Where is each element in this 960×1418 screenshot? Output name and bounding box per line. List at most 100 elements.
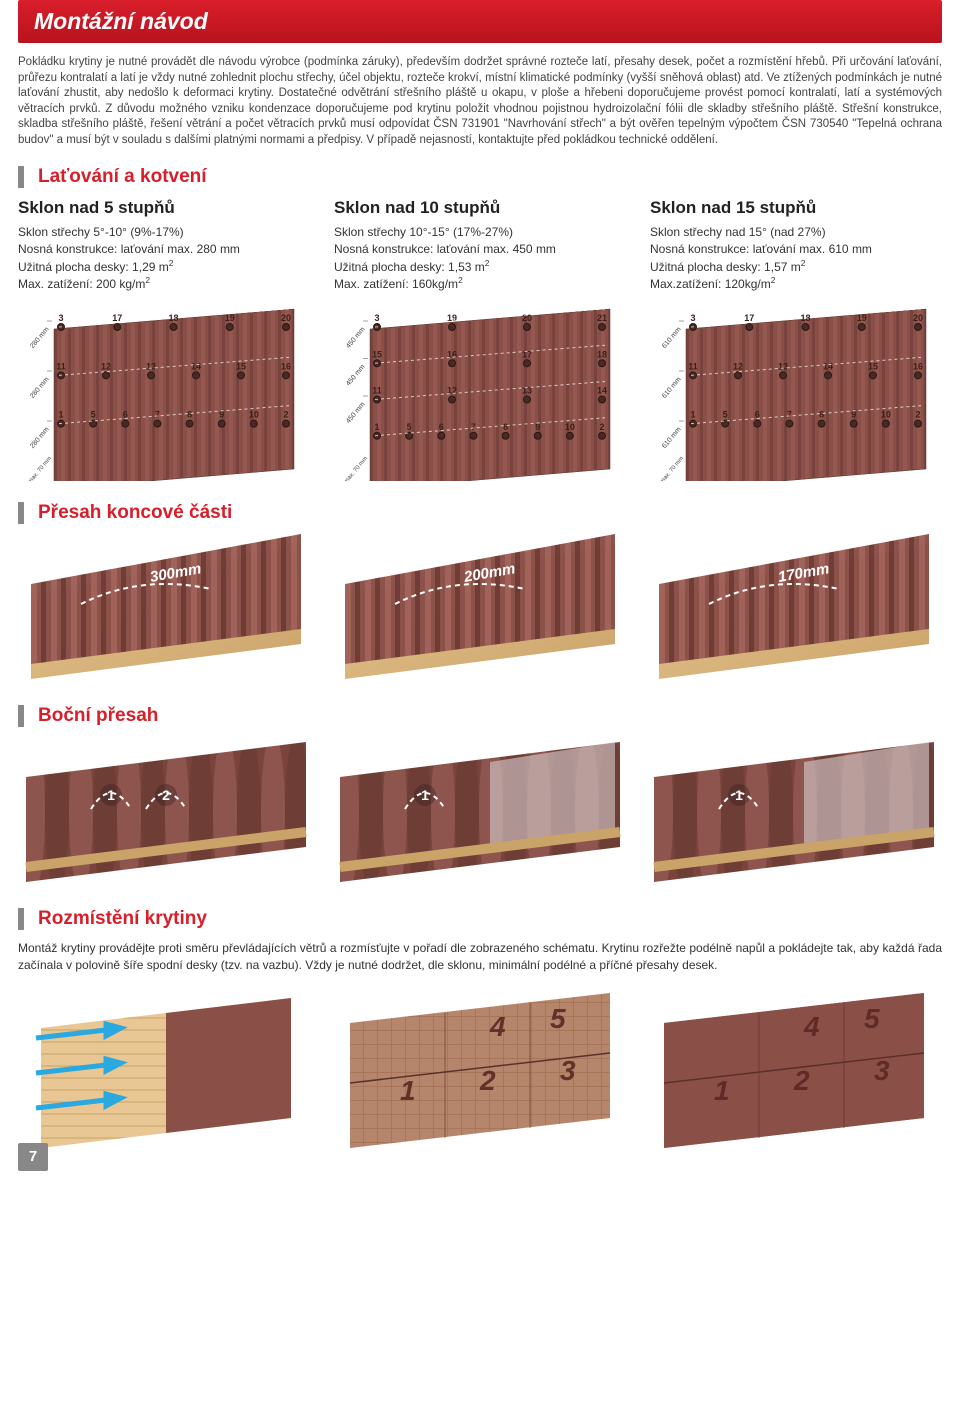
section-heading-lathing: Laťování a kotvení — [18, 166, 942, 188]
svg-text:13: 13 — [146, 362, 156, 372]
svg-text:3: 3 — [374, 313, 379, 323]
svg-text:15: 15 — [236, 362, 246, 372]
slope-column: Sklon nad 5 stupňů Sklon střechy 5°-10° … — [18, 198, 310, 486]
svg-text:3: 3 — [58, 313, 63, 323]
svg-text:610 mm: 610 mm — [661, 376, 683, 400]
svg-text:10: 10 — [249, 410, 259, 420]
svg-text:280 mm: 280 mm — [29, 426, 51, 450]
svg-text:12: 12 — [101, 362, 111, 372]
svg-text:5: 5 — [864, 1003, 880, 1034]
svg-text:2: 2 — [162, 787, 170, 803]
svg-text:14: 14 — [597, 386, 607, 396]
svg-text:1: 1 — [714, 1075, 730, 1106]
svg-text:7: 7 — [155, 410, 160, 420]
svg-text:21: 21 — [597, 313, 607, 323]
svg-text:14: 14 — [191, 362, 201, 372]
svg-text:11: 11 — [56, 362, 66, 372]
layout-wind-diagram — [18, 988, 314, 1148]
svg-text:280 mm: 280 mm — [29, 376, 51, 400]
svg-text:4: 4 — [803, 1011, 820, 1042]
slope-title: Sklon nad 5 stupňů — [18, 198, 310, 218]
svg-text:16: 16 — [281, 362, 291, 372]
svg-text:8: 8 — [187, 410, 192, 420]
svg-text:5: 5 — [91, 410, 96, 420]
side-overlap-diagram: 12 — [18, 737, 314, 887]
svg-text:1: 1 — [735, 787, 743, 803]
svg-text:15: 15 — [372, 350, 382, 360]
svg-text:1: 1 — [374, 422, 379, 432]
svg-text:16: 16 — [913, 362, 923, 372]
roof-batten-diagram: 280 mm280 mm280 mmmax. 70 mm317181920111… — [18, 301, 310, 481]
page-title: Montážní návod — [34, 8, 926, 35]
end-overhang-images: 300mm 200mm 170mm — [18, 534, 942, 689]
svg-text:15: 15 — [868, 362, 878, 372]
svg-text:450 mm: 450 mm — [345, 326, 367, 350]
layout-text: Montáž krytiny provádějte proti směru př… — [18, 940, 942, 974]
svg-text:5: 5 — [550, 1003, 566, 1034]
section-heading-side-overlap: Boční přesah — [18, 705, 942, 727]
slope-column: Sklon nad 10 stupňů Sklon střechy 10°-15… — [334, 198, 626, 486]
svg-text:4: 4 — [489, 1011, 506, 1042]
page-title-bar: Montážní návod — [18, 0, 942, 43]
svg-text:1: 1 — [421, 787, 429, 803]
svg-text:8: 8 — [503, 422, 508, 432]
svg-text:5: 5 — [723, 410, 728, 420]
svg-text:2: 2 — [283, 410, 288, 420]
section-heading-layout: Rozmístění krytiny — [18, 908, 942, 930]
slope-column: Sklon nad 15 stupňů Sklon střechy nad 15… — [650, 198, 942, 486]
svg-text:450 mm: 450 mm — [345, 364, 367, 388]
layout-sequence-diagram: 4 5 1 2 3 — [646, 988, 942, 1148]
slope-specs: Sklon střechy 10°-15° (17%-27%)Nosná kon… — [334, 224, 626, 293]
slope-columns: Sklon nad 5 stupňů Sklon střechy 5°-10° … — [18, 198, 942, 486]
svg-text:14: 14 — [823, 362, 833, 372]
slope-title: Sklon nad 15 stupňů — [650, 198, 942, 218]
svg-text:max. 70 mm: max. 70 mm — [659, 456, 685, 481]
svg-text:19: 19 — [225, 313, 235, 323]
end-overhang-diagram: 300mm — [18, 534, 314, 684]
svg-text:8: 8 — [819, 410, 824, 420]
svg-text:2: 2 — [599, 422, 604, 432]
svg-text:max. 70 mm: max. 70 mm — [343, 456, 369, 481]
svg-text:7: 7 — [787, 410, 792, 420]
svg-text:2: 2 — [915, 410, 920, 420]
end-overhang-diagram: 170mm — [646, 534, 942, 684]
layout-sequence-diagram: 4 5 1 2 3 — [332, 988, 628, 1148]
svg-text:610 mm: 610 mm — [661, 426, 683, 450]
intro-paragraph: Pokládku krytiny je nutné provádět dle n… — [18, 55, 942, 148]
layout-images: 4 5 1 2 3 4 5 1 2 3 — [18, 988, 942, 1153]
svg-text:max. 70 mm: max. 70 mm — [27, 456, 53, 481]
svg-text:13: 13 — [778, 362, 788, 372]
svg-text:1: 1 — [690, 410, 695, 420]
svg-text:3: 3 — [560, 1055, 576, 1086]
svg-text:1: 1 — [58, 410, 63, 420]
slope-specs: Sklon střechy nad 15° (nad 27%)Nosná kon… — [650, 224, 942, 293]
section-heading-end-overhang: Přesah koncové části — [18, 502, 942, 524]
svg-text:1: 1 — [400, 1075, 416, 1106]
svg-text:2: 2 — [793, 1065, 810, 1096]
side-overlap-diagram: 1 — [646, 737, 942, 887]
svg-text:10: 10 — [565, 422, 575, 432]
svg-text:11: 11 — [372, 386, 382, 396]
svg-text:17: 17 — [744, 313, 754, 323]
svg-text:12: 12 — [733, 362, 743, 372]
svg-text:5: 5 — [407, 422, 412, 432]
roof-batten-diagram: 610 mm610 mm610 mmmax. 70 mm317181920111… — [650, 301, 942, 481]
svg-text:7: 7 — [471, 422, 476, 432]
svg-text:20: 20 — [281, 313, 291, 323]
svg-text:19: 19 — [857, 313, 867, 323]
svg-text:280 mm: 280 mm — [29, 326, 51, 350]
svg-text:11: 11 — [688, 362, 698, 372]
slope-title: Sklon nad 10 stupňů — [334, 198, 626, 218]
svg-text:2: 2 — [479, 1065, 496, 1096]
svg-text:10: 10 — [881, 410, 891, 420]
svg-text:3: 3 — [874, 1055, 890, 1086]
roof-batten-diagram: 450 mm450 mm450 mmmax. 70 mm319202115161… — [334, 301, 626, 481]
page-number: 7 — [18, 1143, 48, 1171]
end-overhang-diagram: 200mm — [332, 534, 628, 684]
side-overlap-images: 12 1 1 — [18, 737, 942, 892]
svg-text:20: 20 — [913, 313, 923, 323]
svg-text:1: 1 — [107, 787, 115, 803]
svg-text:450 mm: 450 mm — [345, 401, 367, 425]
svg-text:610 mm: 610 mm — [661, 326, 683, 350]
side-overlap-diagram: 1 — [332, 737, 628, 887]
